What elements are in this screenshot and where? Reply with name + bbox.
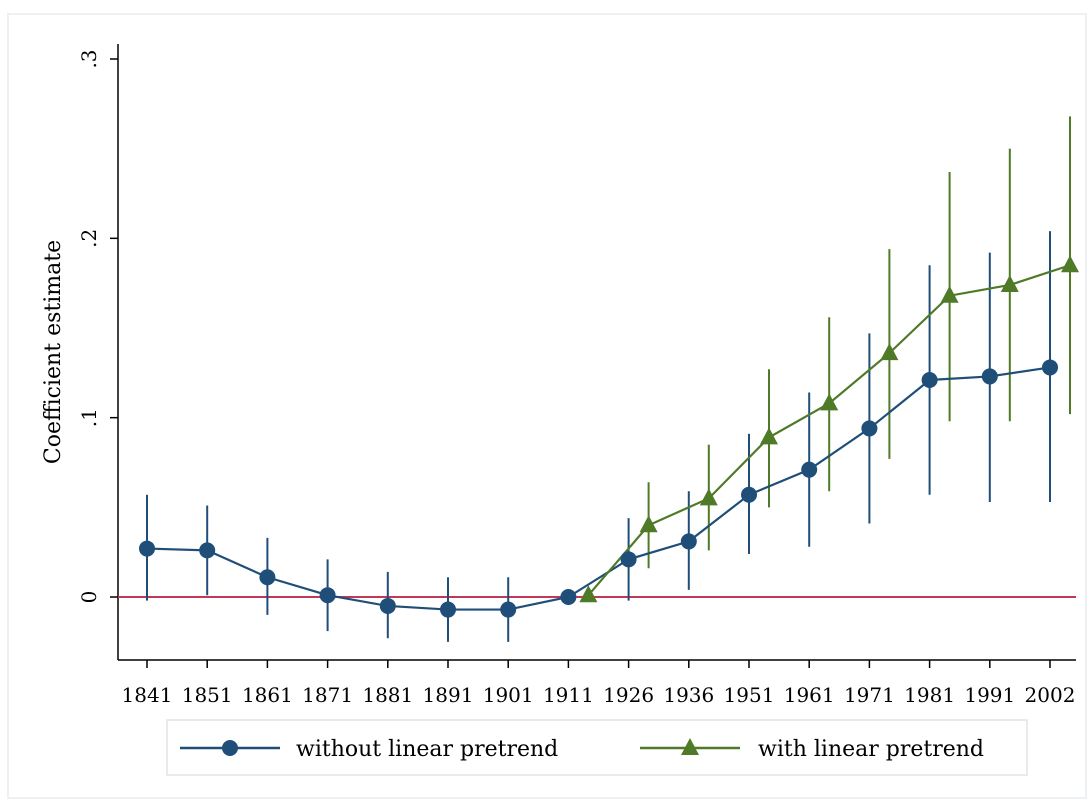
- x-tick-label-1991: 1991: [964, 683, 1015, 707]
- axes: 0 .1 .2 .3 1841 1851 1861 1871 1881 1891 1901 1911 1…: [77, 44, 1076, 707]
- y-tick-label-3: .3: [77, 49, 101, 68]
- x-tick-label-1841: 1841: [122, 683, 173, 707]
- x-tick-label-1901: 1901: [483, 683, 534, 707]
- point-series-2-1971: [880, 343, 899, 361]
- point-series-2-1981: [940, 285, 959, 303]
- legend-marker-circle: [222, 740, 238, 756]
- legend-box: [166, 719, 1028, 776]
- x-tick-label-1971: 1971: [844, 683, 895, 707]
- point-series-2-1926: [639, 515, 658, 533]
- line-series-1: [146, 366, 1051, 611]
- point-series-2-1911: [579, 585, 598, 603]
- x-tick-label-2002: 2002: [1025, 683, 1076, 707]
- x-tick-label-1911: 1911: [543, 683, 594, 707]
- x-tick-label-1891: 1891: [423, 683, 474, 707]
- y-tick-label-2: .2: [77, 229, 101, 248]
- point-series-2-1951: [760, 427, 778, 445]
- point-series-1-1991: [981, 368, 998, 385]
- point-series-2-1936: [699, 488, 718, 506]
- x-tick-label-1981: 1981: [904, 683, 955, 707]
- point-series-1-1961: [801, 461, 818, 478]
- point-series-1-1841: [139, 540, 155, 557]
- x-tick-label-1951: 1951: [724, 683, 775, 707]
- x-tick-label-1961: 1961: [784, 683, 835, 707]
- point-series-1-1871: [319, 587, 336, 604]
- point-series-2-1991: [1000, 274, 1019, 292]
- x-tick-label-1881: 1881: [362, 683, 413, 707]
- y-axis-title: Coefficient estimate: [41, 240, 66, 464]
- point-series-2-2002: [1061, 255, 1079, 273]
- point-series-1-2002: [1042, 359, 1058, 376]
- chart-frame: [7, 13, 1087, 799]
- point-series-1-1891: [440, 601, 456, 618]
- x-tick-label-1926: 1926: [603, 683, 654, 707]
- point-series-1-1936: [680, 533, 697, 550]
- point-series-1-1881: [379, 597, 396, 614]
- point-series-1-1981: [921, 372, 938, 389]
- point-series-2-1961: [820, 393, 839, 411]
- series-markers: [139, 255, 1079, 618]
- x-tick-label-1861: 1861: [242, 683, 293, 707]
- x-tick-label-1936: 1936: [663, 683, 714, 707]
- legend-label-series-1: without linear pretrend: [296, 737, 558, 762]
- point-series-1-1851: [199, 542, 216, 559]
- point-series-1-1901: [500, 601, 517, 618]
- point-series-1-1926: [620, 551, 637, 568]
- y-tick-label-0: 0: [77, 591, 101, 604]
- legend-label-series-2: with linear pretrend: [758, 737, 984, 762]
- point-series-1-1861: [259, 569, 276, 586]
- point-series-1-1951: [741, 486, 757, 503]
- y-tick-label-1: .1: [77, 408, 101, 427]
- x-tick-label-1871: 1871: [302, 683, 353, 707]
- legend-marker-triangle: [681, 738, 699, 755]
- point-series-1-1911: [560, 589, 577, 605]
- legend: without linear pretrend with linear pret…: [166, 719, 1028, 776]
- x-tick-label-1851: 1851: [182, 683, 233, 707]
- point-series-1-1971: [861, 420, 878, 437]
